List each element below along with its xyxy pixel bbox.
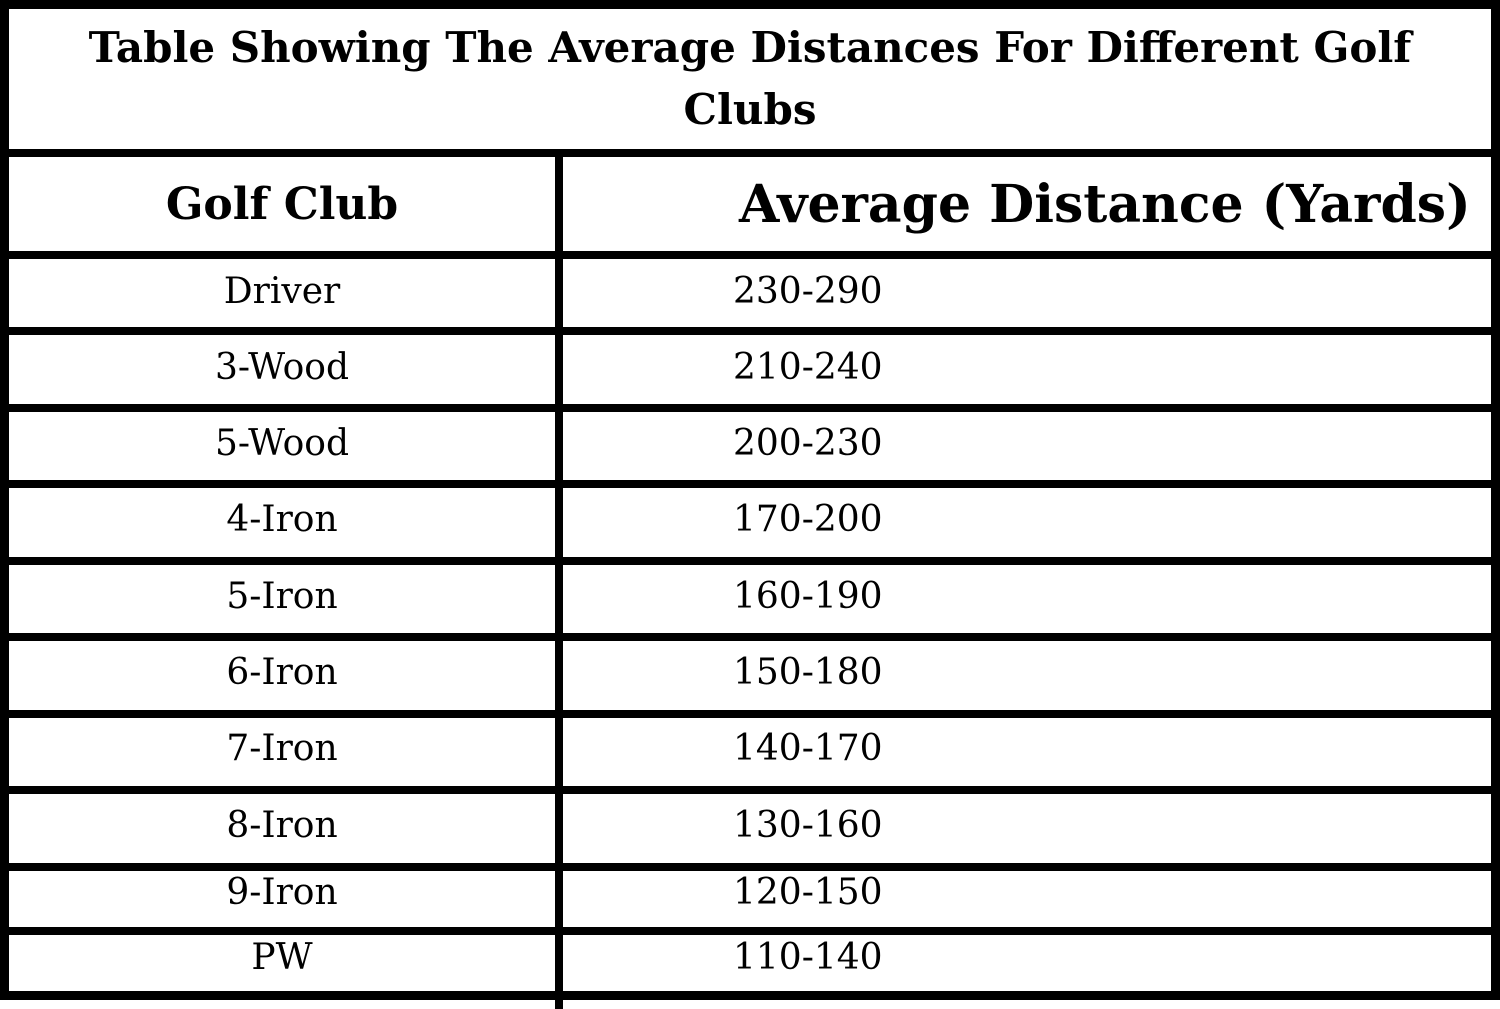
golf-club-cell: 8-Iron: [226, 804, 338, 846]
title-divider: [9, 149, 1491, 157]
row-divider: [9, 480, 1491, 488]
row-divider: [9, 633, 1491, 641]
average-distance-cell: 110-140: [733, 936, 883, 978]
average-distance-cell: 150-180: [733, 651, 883, 693]
average-distance-cell: 200-230: [733, 422, 883, 464]
golf-club-cell: 5-Iron: [226, 575, 338, 617]
average-distance-cell: 170-200: [733, 498, 883, 540]
golf-club-cell: 9-Iron: [226, 871, 338, 913]
golf-club-cell: PW: [251, 936, 313, 978]
row-divider: [9, 863, 1491, 871]
golf-club-cell: 4-Iron: [226, 498, 338, 540]
golf-club-cell: 6-Iron: [226, 651, 338, 693]
average-distance-cell: 140-170: [733, 727, 883, 769]
column-header-average-distance: Average Distance (Yards): [739, 173, 1471, 235]
golf-club-cell: Driver: [223, 270, 341, 312]
row-divider: [9, 710, 1491, 718]
row-divider: [9, 557, 1491, 565]
row-divider: [9, 251, 1491, 259]
average-distance-cell: 230-290: [733, 270, 883, 312]
row-divider: [9, 927, 1491, 935]
column-divider: [555, 149, 563, 1009]
golf-club-cell: 7-Iron: [226, 727, 338, 769]
row-divider: [9, 786, 1491, 794]
average-distance-cell: 160-190: [733, 575, 883, 617]
average-distance-cell: 120-150: [733, 871, 883, 913]
table-title-box: Table Showing The Average Distances For …: [9, 9, 1491, 149]
row-divider: [9, 327, 1491, 335]
golf-club-cell: 5-Wood: [214, 422, 350, 464]
row-divider: [9, 404, 1491, 412]
average-distance-cell: 210-240: [733, 346, 883, 388]
table-title: Table Showing The Average Distances For …: [88, 23, 1412, 134]
golf-club-cell: 3-Wood: [214, 346, 350, 388]
column-header-golf-club: Golf Club: [165, 178, 399, 230]
average-distance-cell: 130-160: [733, 804, 883, 846]
